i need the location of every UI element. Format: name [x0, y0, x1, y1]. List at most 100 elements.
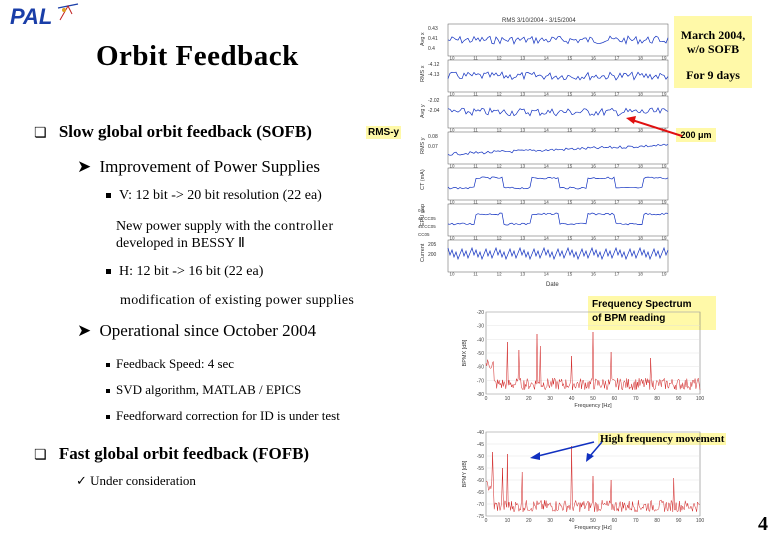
rms-x-tick: 15	[567, 236, 573, 241]
spectrum-y-tick: -55	[477, 466, 484, 472]
rms-panel-frame	[447, 131, 669, 165]
sofb-details: Feedback Speed: 4 sec SVD algorithm, MAT…	[106, 351, 340, 429]
rms-x-tick: 12	[497, 56, 503, 61]
rms-x-tick: 13	[520, 56, 526, 61]
rms-panel-label: Current	[420, 243, 426, 262]
improvement-item: ➤ Improvement of Power Supplies	[77, 157, 320, 176]
spectrum-x-tick: 70	[633, 396, 639, 402]
rms-x-tick: 14	[544, 236, 550, 241]
spectrum-x-tick: 30	[547, 396, 553, 402]
rms-x-tick: 13	[520, 272, 526, 277]
rms-x-tick: 16	[591, 236, 597, 241]
spectrum-y-tick: -40	[477, 337, 484, 343]
rms-chart-xlabel: Date	[546, 282, 559, 288]
rms-x-tick: 11	[473, 128, 478, 133]
rms-chart-header: RMS 3/10/2004 - 3/15/2004	[502, 18, 576, 24]
spectrum-y-tick: -30	[477, 324, 484, 330]
detail-item: Feedback Speed: 4 sec	[106, 351, 340, 377]
rms-x-tick: 11	[473, 56, 478, 61]
spectrum-x-chart: -20 -30 -40 -50 -60 -70 -800 10 20 30 40 50 60 70 80 90…	[462, 310, 705, 409]
square-bullet-icon	[106, 389, 110, 394]
rms-x-tick: 10	[449, 56, 455, 61]
detail-item: Feedforward correction for ID is under t…	[106, 403, 340, 429]
rms-x-tick: 10	[449, 236, 455, 241]
rms-x-tick: 14	[544, 200, 550, 205]
rms-x-tick: 16	[591, 128, 597, 133]
rms-series-line	[447, 71, 669, 81]
rms-panel-frame	[447, 203, 669, 237]
spectrum-x-tick: 0	[485, 518, 488, 524]
rms-x-tick: 12	[497, 128, 503, 133]
page-title: Orbit Feedback	[96, 40, 299, 72]
rms-x-tick: 10	[449, 128, 455, 133]
rms-x-tick: 16	[591, 272, 597, 277]
spectrum-xlabel: Frequency [Hz]	[574, 525, 612, 531]
rms-panel-label: Avg y	[420, 104, 426, 118]
rms-series-line	[447, 35, 669, 45]
rms-x-tick: 18	[638, 236, 644, 241]
rms-panel-tick: 0.08	[428, 134, 438, 140]
spectrum-x-tick: 100	[696, 396, 705, 402]
rms-x-tick: 13	[520, 164, 526, 169]
detail-item: SVD algorithm, MATLAB / EPICS	[106, 377, 340, 403]
rms-x-tick: 12	[497, 164, 503, 169]
rms-panel-tick: 205	[428, 242, 437, 248]
arrow-bullet-icon: ➤	[77, 321, 92, 340]
rms-x-tick: 18	[638, 164, 644, 169]
rms-x-tick: 19	[661, 236, 667, 241]
rms-x-tick: 18	[638, 56, 644, 61]
rms-panel-tick: -2.04	[428, 108, 440, 114]
rms-x-tick: 10	[449, 164, 455, 169]
rms-x-tick: 10	[449, 272, 455, 277]
rms-x-tick: 14	[544, 164, 550, 169]
spectrum-y-tick: -60	[477, 478, 484, 484]
rms-x-tick: 15	[567, 272, 573, 277]
h-note: modification of existing power supplies	[120, 293, 355, 308]
rms-x-tick: 16	[591, 92, 597, 97]
spectrum-x-tick: 30	[547, 518, 553, 524]
rms-panel-tick: 200	[428, 252, 437, 258]
spectrum-x-tick: 60	[612, 518, 618, 524]
spectrum-x-tick: 80	[654, 396, 660, 402]
spectrum-x-tick: 50	[590, 518, 596, 524]
spectrum-y-tick: -45	[477, 442, 484, 448]
rms-trend-chart: RMS 3/10/2004 - 3/15/2004 Avg x0.430.410…	[418, 18, 669, 288]
rms-panel-label: Avg x	[420, 32, 426, 46]
spectrum-x-tick: 0	[485, 396, 488, 402]
rms-series-line	[447, 176, 669, 190]
rms-panel-tick: 0.43	[428, 26, 438, 32]
rms-x-tick: 15	[567, 92, 573, 97]
rms-series-line	[447, 107, 669, 117]
rms-x-tick: 15	[567, 164, 573, 169]
rms-x-tick: 15	[567, 200, 573, 205]
square-bullet-icon	[106, 415, 110, 420]
logo-text: PAL	[10, 4, 52, 29]
rms-x-tick: 14	[544, 92, 550, 97]
square-bullet-icon	[106, 193, 111, 199]
rms-panel-tick: -2.02	[428, 98, 440, 104]
rms-x-tick: 10	[449, 200, 455, 205]
rms-panel-tick: 0.41	[428, 36, 438, 42]
rms-x-tick: 12	[497, 92, 503, 97]
rms-x-tick: 11	[473, 92, 478, 97]
operational-item: ➤ Operational since October 2004	[77, 321, 317, 340]
rms-x-tick: 12	[497, 200, 503, 205]
spectrum-y-tick: -60	[477, 365, 484, 371]
spectrum-line	[485, 331, 701, 391]
spectrum-y-tick: -70	[477, 502, 484, 508]
spectrum-y-tick: -80	[477, 392, 484, 398]
rms-x-tick: 17	[614, 128, 620, 133]
rms-x-tick: 13	[520, 236, 526, 241]
spectrum-x-tick: 70	[633, 518, 639, 524]
rms-panel-label: RMS x	[420, 65, 426, 82]
spectrum-x-tick: 40	[569, 396, 575, 402]
spectrum-xlabel: Frequency [Hz]	[574, 403, 612, 409]
rms-panel-frame	[447, 59, 669, 93]
spectrum-x-tick: 40	[569, 518, 575, 524]
rms-panel-label: RMS y	[420, 137, 426, 154]
rms-x-tick: 16	[591, 56, 597, 61]
rms-panel-tick: 0.4	[428, 46, 435, 52]
spectrum-x-tick: 50	[590, 396, 596, 402]
spectrum-ylabel: BPMY [dB]	[462, 460, 468, 487]
rms-extra-tick: 46.CC05	[418, 216, 436, 221]
